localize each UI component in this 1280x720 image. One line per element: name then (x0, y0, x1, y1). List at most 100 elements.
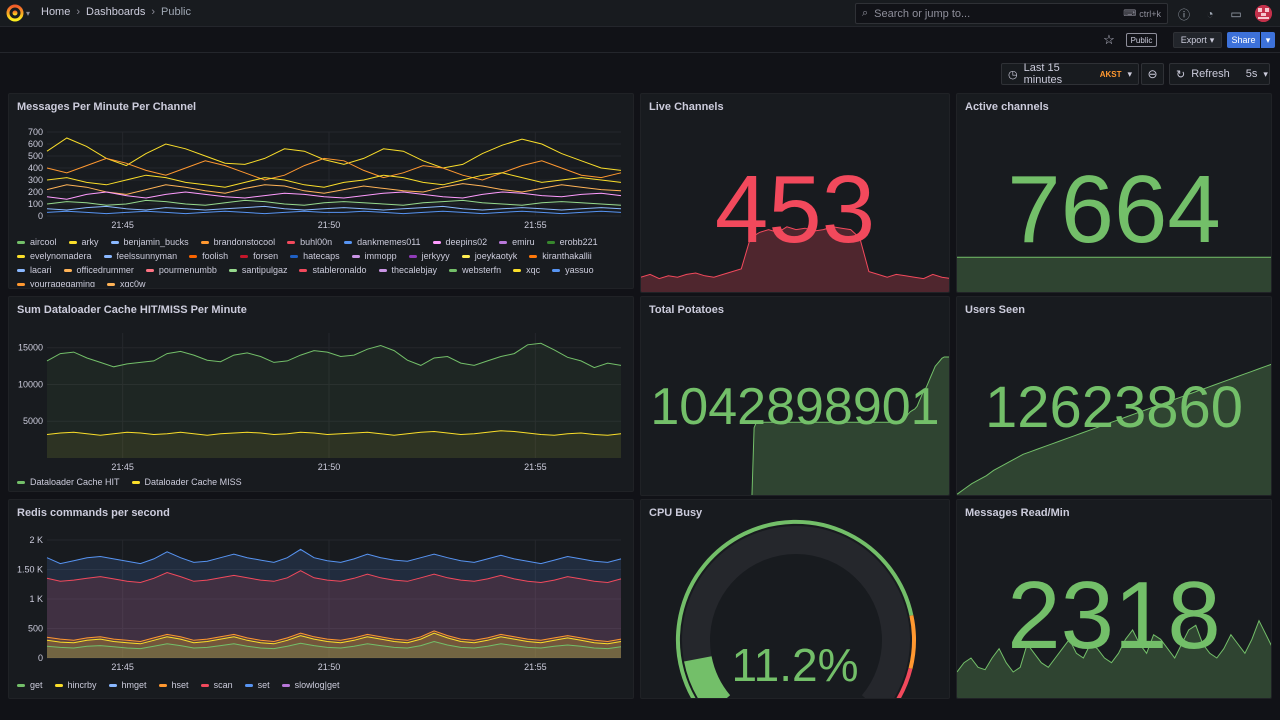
star-icon[interactable]: ☆ (1103, 32, 1115, 47)
panel-title: CPU Busy (649, 507, 703, 519)
legend-label: joeykaotyk (474, 251, 518, 261)
export-button[interactable]: Export ▾ (1173, 32, 1222, 48)
chevron-down-icon: ▾ (26, 8, 31, 18)
legend-label: slowlog|get (294, 680, 340, 690)
refresh-button[interactable]: ↻ Refresh 5s ▾ (1169, 63, 1270, 85)
panel-cpu-busy[interactable]: CPU Busy 11.2% (640, 499, 950, 699)
dataloader-chart[interactable]: 5000 10000 15000 21:45 21:50 21:55 (9, 325, 634, 475)
legend-label: scan (213, 680, 233, 690)
legend-item[interactable]: jerkyyy (408, 251, 450, 261)
legend-label: arky (81, 237, 99, 247)
legend-label: xqc0w (120, 279, 146, 287)
legend-swatch (546, 240, 555, 244)
legend-item[interactable]: erobb221 (546, 237, 598, 247)
legend-item[interactable]: immopp (351, 251, 397, 261)
legend-label: emiru (512, 237, 535, 247)
legend-swatch (351, 254, 360, 258)
legend-item[interactable]: yourragegaming (17, 279, 95, 287)
legend-item[interactable]: evelynomadera (17, 251, 92, 261)
sparkline-area (957, 364, 1271, 495)
breadcrumb-home[interactable]: Home (41, 6, 71, 18)
legend-item[interactable]: xqc0w (107, 279, 146, 287)
legend-label: kiranthakallii (542, 251, 592, 261)
time-range-picker[interactable]: ◷ Last 15 minutes AKST ▾ (1001, 62, 1139, 86)
search-input[interactable]: ⌕ Search or jump to... ⌨ ctrl+k (855, 3, 1168, 24)
legend-label: Dataloader Cache MISS (144, 477, 242, 487)
legend-item[interactable]: stableronaldo (299, 265, 367, 275)
legend-item[interactable]: feelssunnyman (103, 251, 177, 261)
legend-item[interactable]: websterfn (449, 265, 501, 275)
legend-item[interactable]: hmget (108, 680, 147, 690)
share-button[interactable]: Share (1227, 32, 1260, 48)
legend-item[interactable]: officedrummer (63, 265, 134, 275)
legend-item[interactable]: emiru (499, 237, 535, 247)
legend-item[interactable]: scan (200, 680, 233, 690)
legend-item[interactable]: kiranthakallii (529, 251, 592, 261)
kiosk-mode-icon[interactable]: ▭ (1230, 7, 1242, 21)
legend-swatch (290, 254, 299, 258)
legend-label: lacari (30, 265, 52, 275)
legend-swatch (145, 268, 154, 272)
legend-item[interactable]: foolish (189, 251, 228, 261)
legend-item[interactable]: deepins02 (432, 237, 488, 247)
legend-item[interactable]: arky (68, 237, 99, 247)
legend-item[interactable]: hatecaps (290, 251, 340, 261)
legend-item[interactable]: get (17, 680, 43, 690)
panel-active-channels[interactable]: Active channels 7664 (956, 93, 1272, 293)
series-area (47, 641, 621, 658)
legend-item[interactable]: joeykaotyk (461, 251, 518, 261)
legend-item[interactable]: benjamin_bucks (110, 237, 189, 247)
legend-label: thecalebjay (391, 265, 438, 275)
help-icon[interactable]: ⓘ (1177, 7, 1190, 22)
avatar[interactable] (1255, 5, 1272, 22)
legend-item[interactable]: Dataloader Cache HIT (17, 477, 120, 487)
gauge-track (682, 526, 910, 698)
series-area (47, 570, 621, 658)
legend-item[interactable]: xqc (513, 265, 540, 275)
legend-item[interactable]: pourmenumbb (145, 265, 217, 275)
panel-messages-read[interactable]: Messages Read/Min 2318 (956, 499, 1272, 699)
panel-redis-commands[interactable]: Redis commands per second 0 500 1 K 1.50 K 2… (8, 499, 634, 699)
messages-per-minute-chart[interactable]: 0 100 200 300 400 500 600 700 21:45 21:50 21:55 (9, 122, 634, 252)
share-dropdown-button[interactable]: ▾ (1261, 32, 1275, 48)
legend-item[interactable]: lacari (17, 265, 52, 275)
legend-item[interactable]: hincrby (54, 680, 97, 690)
timezone-badge: AKST (1099, 69, 1122, 79)
legend-item[interactable]: thecalebjay (378, 265, 438, 275)
x-tick-label: 21:50 (318, 462, 341, 472)
legend-label: hatecaps (303, 251, 340, 261)
grafana-logo[interactable]: ▾ (6, 4, 36, 22)
breadcrumb-dashboards[interactable]: Dashboards (86, 6, 146, 18)
legend-item[interactable]: yassuo (552, 265, 594, 275)
panel-users-seen[interactable]: Users Seen 12623860 (956, 296, 1272, 496)
legend-label: immopp (364, 251, 397, 261)
legend-item[interactable]: forsen (240, 251, 278, 261)
chevron-down-icon: ▾ (1263, 68, 1268, 79)
legend-swatch (158, 683, 167, 687)
legend-item[interactable]: slowlog|get (281, 680, 340, 690)
panel-dataloader-cache[interactable]: Sum Dataloader Cache HIT/MISS Per Minute… (8, 296, 634, 492)
legend-item[interactable]: hset (158, 680, 189, 690)
sparkline-area (957, 257, 1271, 292)
legend-item[interactable]: brandonstocool (200, 237, 276, 247)
legend-item[interactable]: set (244, 680, 270, 690)
legend-swatch (17, 683, 25, 687)
redis-chart[interactable]: 0 500 1 K 1.50 K 2 K 21:45 21:50 21:55 (9, 528, 634, 678)
legend-item[interactable]: Dataloader Cache MISS (131, 477, 242, 487)
panel-total-potatoes[interactable]: Total Potatoes 1042898901 (640, 296, 950, 496)
legend-item[interactable]: buhl00n (287, 237, 332, 247)
legend-item[interactable]: dankmemes011 (344, 237, 421, 247)
panel-messages-per-minute[interactable]: Messages Per Minute Per Channel 0 100 200 3… (8, 93, 634, 289)
legend-item[interactable]: santipulgaz (228, 265, 287, 275)
legend-swatch (107, 282, 116, 286)
legend-label: brandonstocool (213, 237, 276, 247)
legend-swatch (240, 254, 249, 258)
refresh-interval[interactable]: 5s (1245, 68, 1258, 80)
news-icon[interactable]: ◔ (1206, 7, 1214, 21)
legend-swatch (131, 480, 140, 484)
legend-item[interactable]: aircool (17, 237, 57, 247)
legend-label: deepins02 (445, 237, 488, 247)
clock-icon: ◷ (1008, 68, 1018, 81)
panel-live-channels[interactable]: Live Channels 453 (640, 93, 950, 293)
zoom-out-button[interactable]: ⊖ (1141, 63, 1164, 85)
